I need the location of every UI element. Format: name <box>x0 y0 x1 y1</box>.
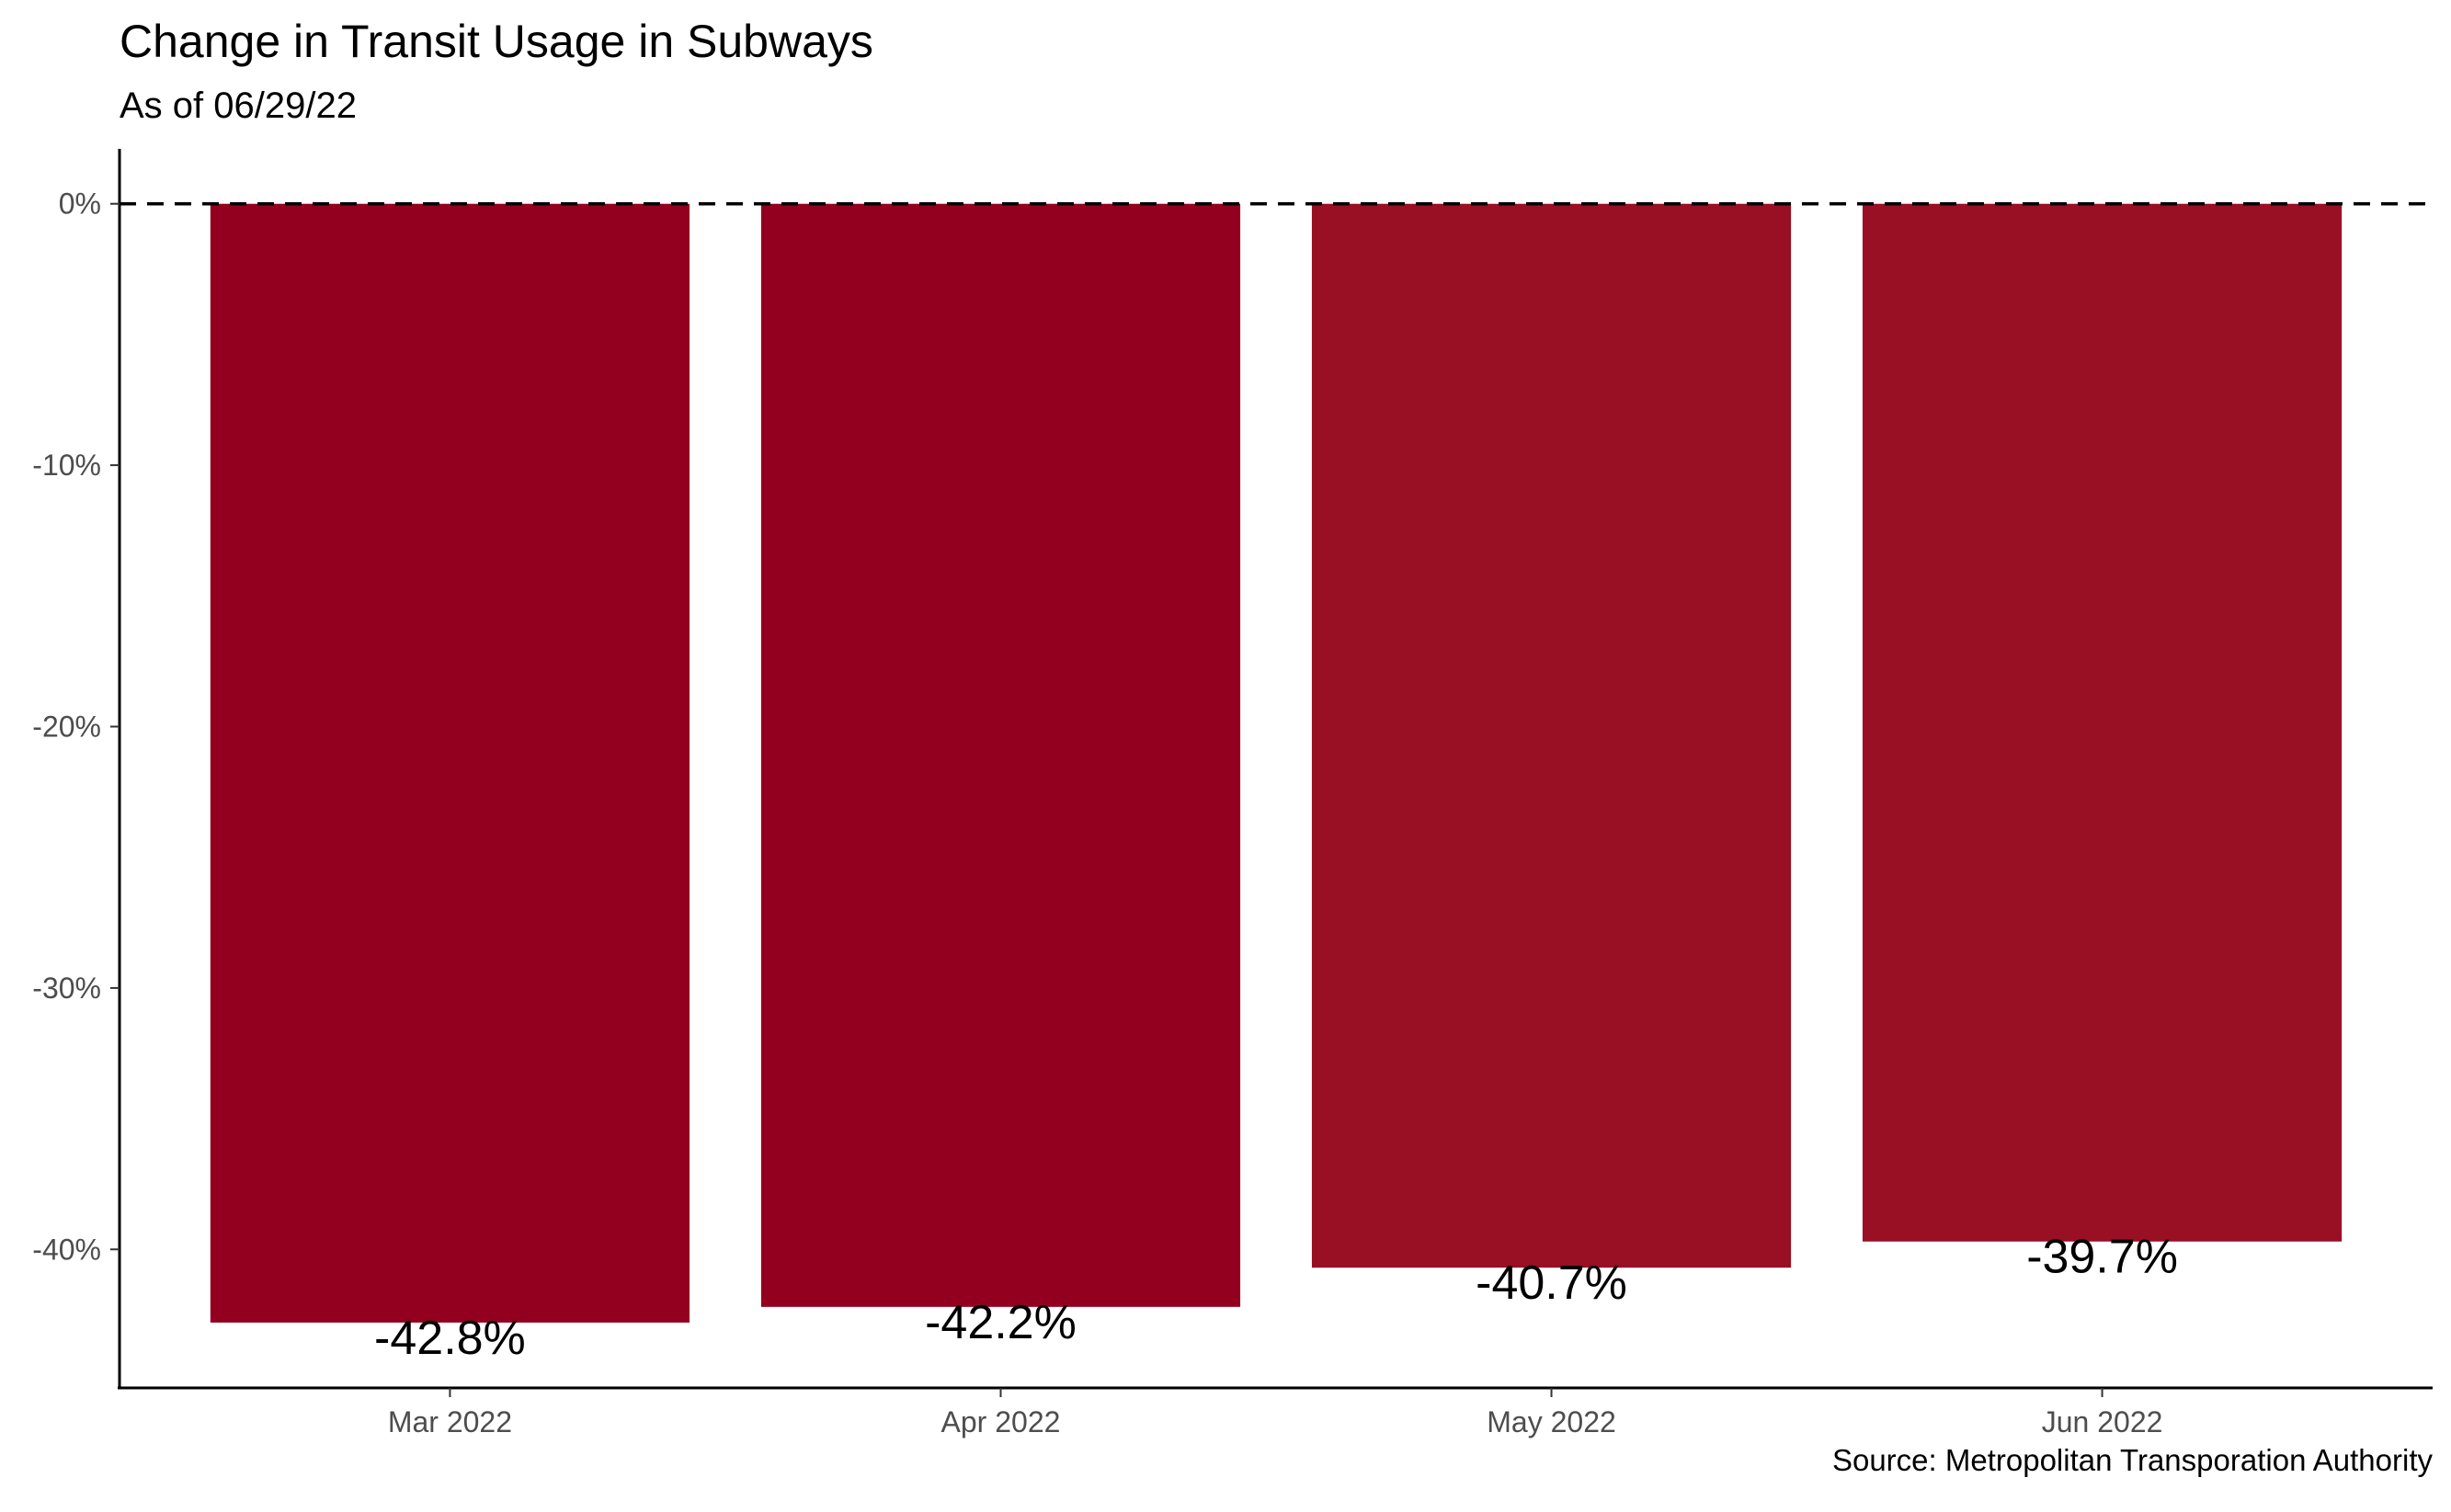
y-tick-label: -20% <box>32 710 101 743</box>
y-tick-label: -30% <box>32 972 101 1005</box>
bar <box>210 203 690 1323</box>
x-tick-label: Mar 2022 <box>388 1405 512 1438</box>
chart-subtitle: As of 06/29/22 <box>120 85 357 126</box>
bar <box>760 203 1241 1307</box>
bars-group <box>210 203 2343 1323</box>
y-tick-label: 0% <box>59 188 101 221</box>
data-label: -42.8% <box>374 1312 526 1365</box>
data-labels-group: -42.8% -42.2% -40.7% -39.7% <box>374 1231 2178 1365</box>
x-tick-label: Apr 2022 <box>941 1405 1061 1438</box>
data-label: -39.7% <box>2026 1231 2178 1284</box>
chart-title: Change in Transit Usage in Subways <box>120 16 873 67</box>
data-label: -40.7% <box>1476 1256 1627 1310</box>
x-tick-label: Jun 2022 <box>2042 1405 2163 1438</box>
x-tick-label: May 2022 <box>1487 1405 1616 1438</box>
chart-caption: Source: Metropolitan Transporation Autho… <box>1832 1443 2434 1477</box>
bar <box>1311 203 1792 1268</box>
y-tick-label: -10% <box>32 449 101 482</box>
y-tick-label: -40% <box>32 1233 101 1266</box>
x-axis: Mar 2022 Apr 2022 May 2022 Jun 2022 <box>388 1388 2163 1438</box>
y-axis: 0% -10% -20% -30% -40% <box>32 188 120 1266</box>
bar <box>1862 203 2343 1242</box>
data-label: -42.2% <box>925 1296 1077 1349</box>
